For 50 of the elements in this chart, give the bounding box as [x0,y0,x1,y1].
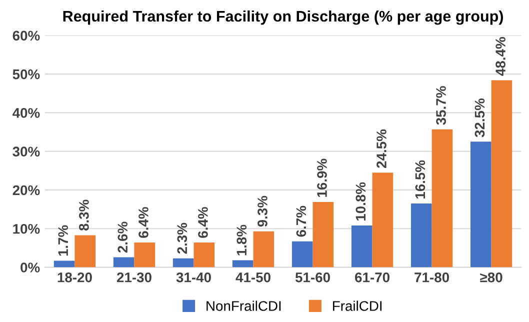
data-label: 16.9% [317,158,327,197]
y-tick-label: 20% [12,185,40,196]
chart-title: Required Transfer to Facility on Discharge (% per age group) [63,10,503,25]
x-tick-label: ≥80 [480,272,502,282]
legend-label: FrailCDI [333,300,382,311]
y-tick-label: 50% [12,69,40,80]
y-tick-label: 10% [13,224,40,234]
data-label: 2.6% [118,222,128,253]
bar [312,202,334,268]
data-label: 1.7% [58,225,68,256]
data-label: 35.7% [436,86,446,125]
x-tick-label: 71-80 [414,272,449,282]
bar [410,204,432,268]
y-tick-label: 40% [12,108,40,118]
bar [432,129,453,268]
data-label: 24.5% [376,129,386,168]
data-label: 48.4% [496,37,506,76]
data-label: 32.5% [474,98,485,138]
bar [470,142,492,268]
data-label: 8.3% [79,200,89,231]
bar [351,226,372,268]
data-label: 6.4% [138,207,148,238]
bar [113,257,134,268]
legend-label: NonFrailCDI [206,300,281,311]
bar [253,231,274,268]
x-tick-label: 18-20 [58,272,92,282]
x-tick-label: 61-70 [355,272,390,282]
y-tick-label: 60% [12,30,40,41]
bar [372,172,394,268]
data-label: 16.5% [415,160,426,198]
x-tick-label: 41-50 [236,272,270,282]
bar [232,260,254,268]
data-label: 2.3% [177,222,188,254]
y-tick-label: 0% [20,262,40,272]
x-tick-label: 21-30 [116,272,152,282]
bar [292,241,313,268]
bar [172,258,194,268]
data-label: 6.7% [296,206,306,237]
bar [54,260,75,268]
bar [491,80,512,268]
bar [194,242,215,268]
x-tick-label: 31-40 [176,272,211,282]
data-label: 10.8% [356,182,366,220]
bar [134,242,156,268]
x-tick-label: 51-60 [295,272,330,282]
y-tick-label: 30% [12,146,40,157]
data-label: 6.4% [198,207,208,238]
bar [74,235,96,268]
data-label: 9.3% [258,196,268,227]
data-label: 1.8% [236,224,247,256]
